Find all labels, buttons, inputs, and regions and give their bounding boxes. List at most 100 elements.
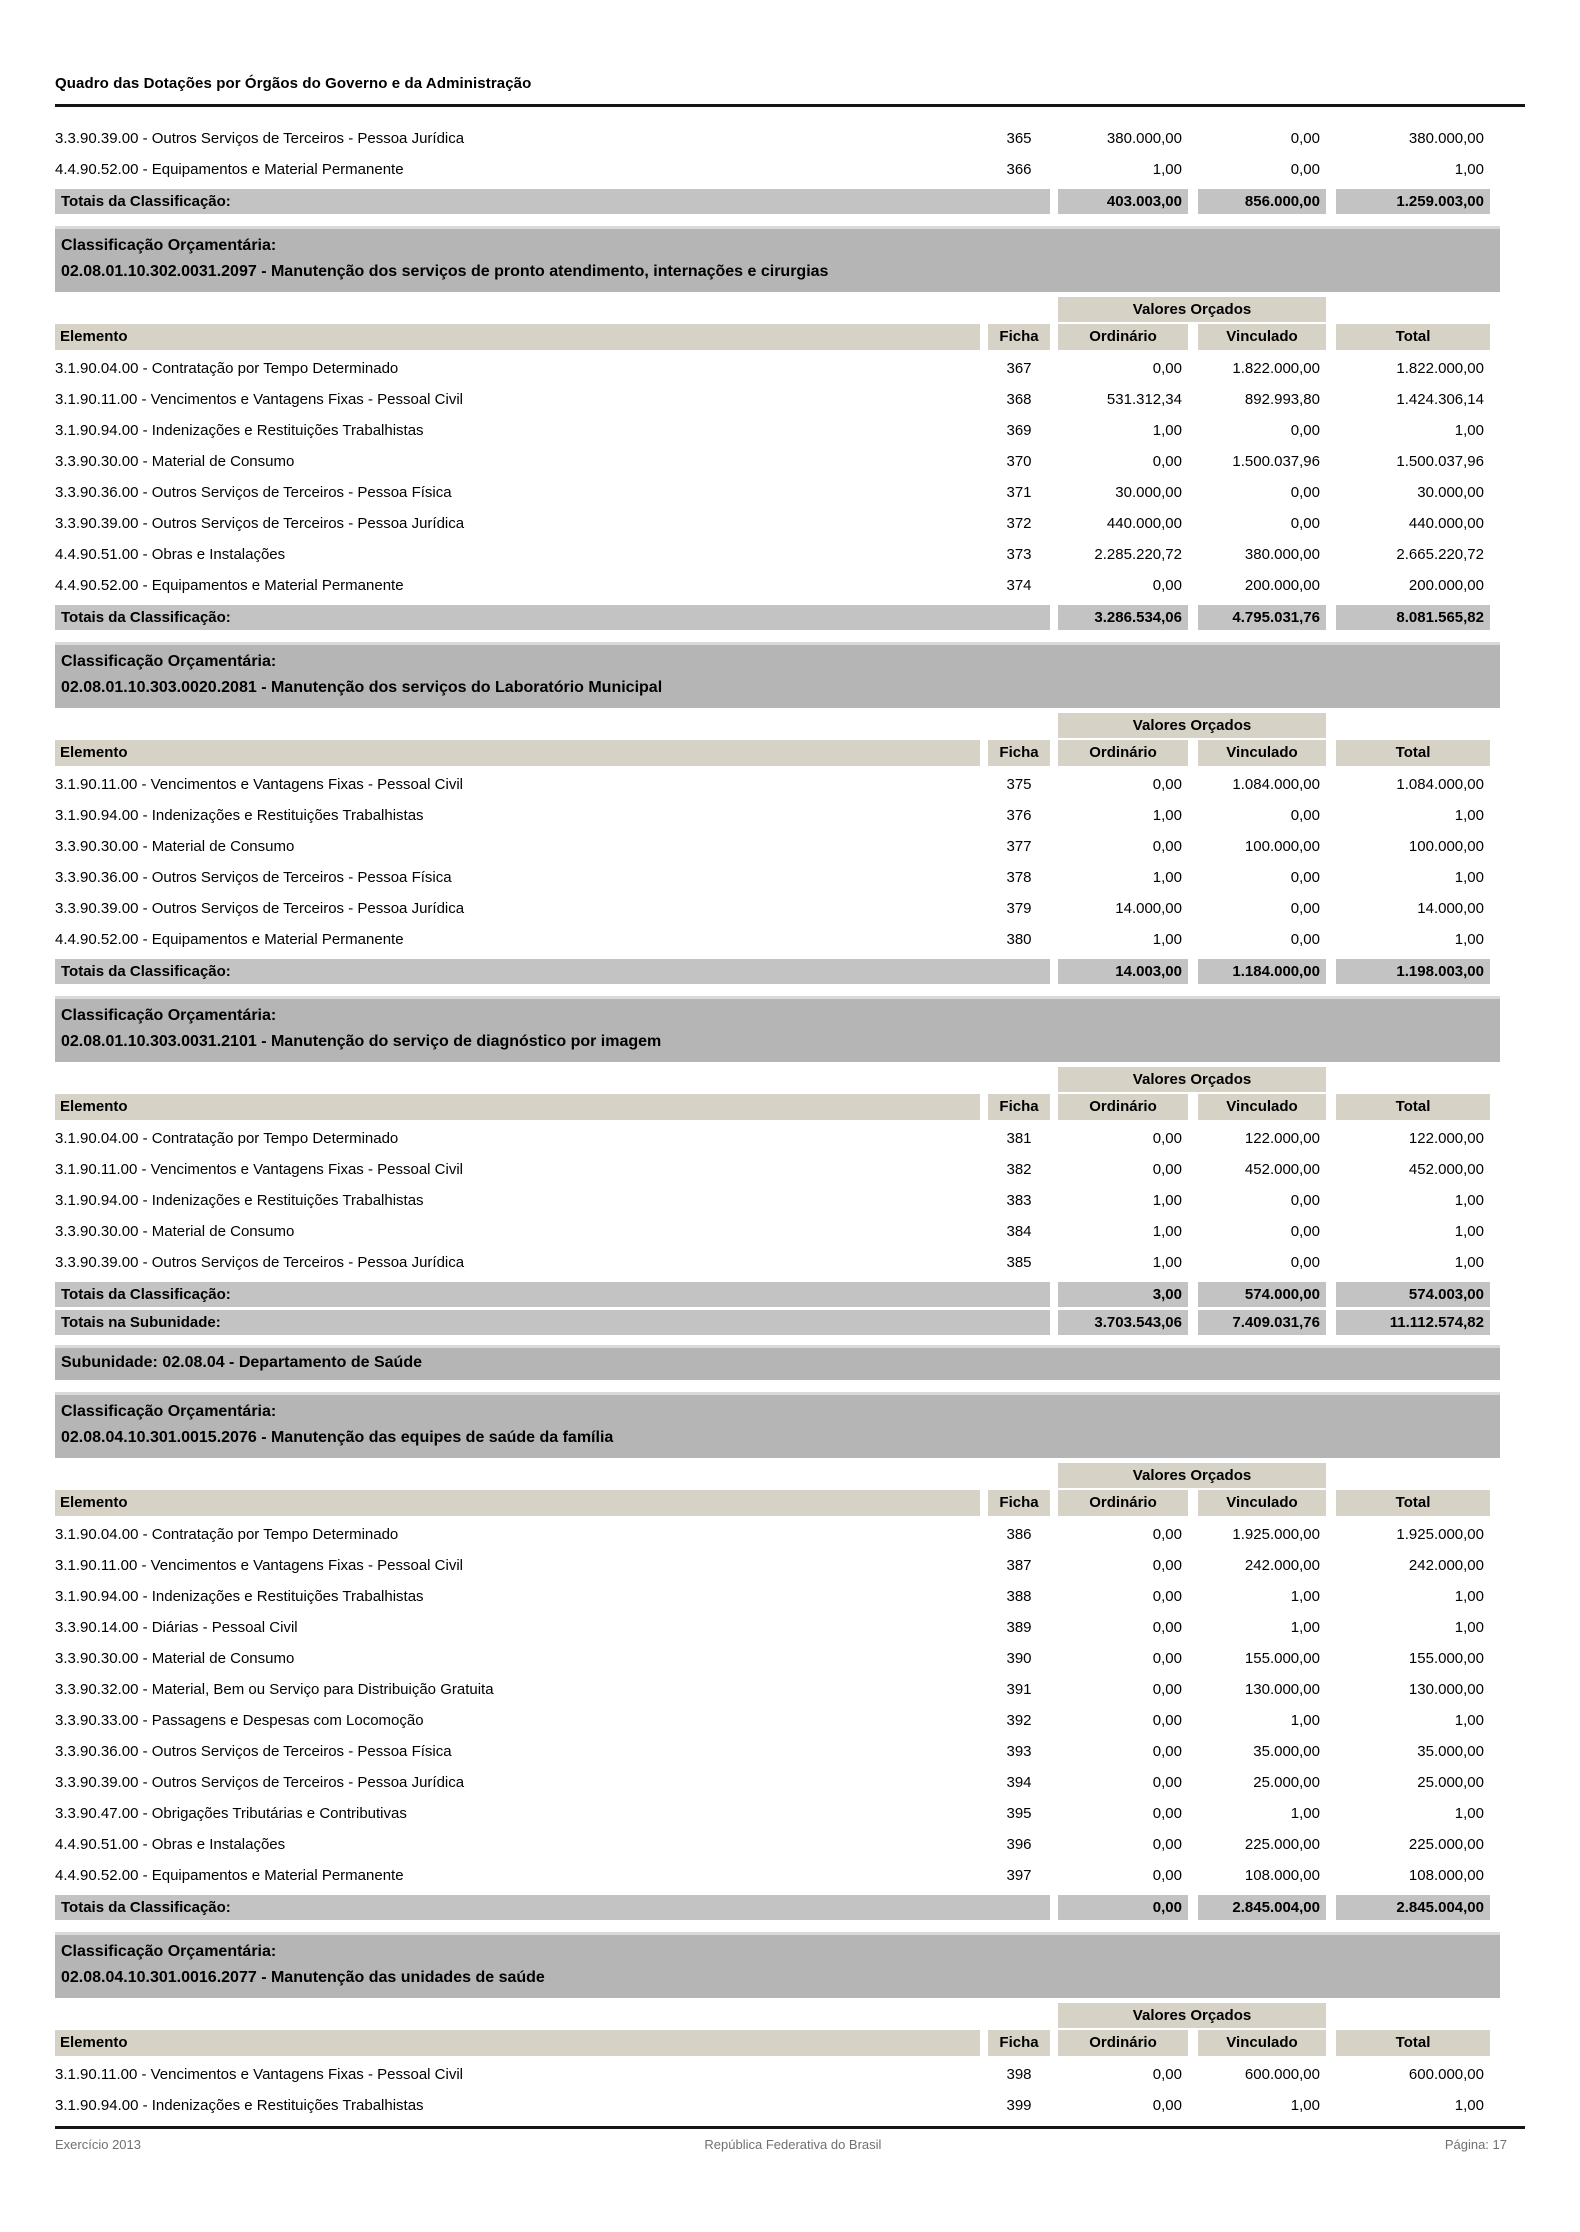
elemento-cell: 3.3.90.30.00 - Material de Consumo: [55, 838, 295, 855]
vinculado-cell: 1.925.000,00: [1232, 1526, 1320, 1543]
table-row: 3.3.90.30.00 - Material de Consumo 370 0,0…: [55, 446, 1490, 477]
ordinario-cell: 1,00: [1152, 161, 1182, 178]
ordinario-cell: 0,00: [1152, 1712, 1182, 1729]
footer-exercicio: Exercício 2013: [55, 2137, 141, 2152]
elemento-cell: 4.4.90.52.00 - Equipamentos e Material P…: [55, 161, 404, 178]
totals-row: Totais da Classificação: 3.286.534,06 4.79…: [55, 605, 1490, 630]
vinculado-cell: 1.500.037,96: [1232, 453, 1320, 470]
ficha-cell: 380: [1006, 931, 1032, 948]
table-row: 4.4.90.52.00 - Equipamentos e Material P…: [55, 154, 1490, 185]
total-cell: 1,00: [1454, 1588, 1484, 1605]
ordinario-cell: 30.000,00: [1115, 484, 1182, 501]
table-row: 3.1.90.94.00 - Indenizações e Restituiçõ…: [55, 2090, 1490, 2121]
page-footer: Exercício 2013 República Federativa do B…: [55, 2137, 1507, 2152]
table-row: 3.3.90.14.00 - Diárias - Pessoal Civil 38…: [55, 1612, 1490, 1643]
ordinario-cell: 1,00: [1152, 807, 1182, 824]
vinculado-cell: 25.000,00: [1253, 1774, 1320, 1791]
column-header-total: Total: [1336, 2030, 1490, 2056]
table-row: 3.1.90.11.00 - Vencimentos e Vantagens F…: [55, 1154, 1490, 1185]
column-header-ficha: Ficha: [988, 1490, 1050, 1516]
vinculado-cell: 200.000,00: [1244, 577, 1320, 594]
total-cell: 600.000,00: [1408, 2066, 1484, 2083]
total-cell: 100.000,00: [1408, 838, 1484, 855]
column-header-total: Total: [1336, 1094, 1490, 1120]
ficha-cell: 386: [1006, 1526, 1032, 1543]
ficha-cell: 397: [1006, 1867, 1032, 1884]
column-header-ficha: Ficha: [988, 740, 1050, 766]
total-cell: 1,00: [1454, 1805, 1484, 1822]
table-row: 3.3.90.39.00 - Outros Serviços de Tercei…: [55, 893, 1490, 924]
footer-republica: República Federativa do Brasil: [704, 2137, 882, 2152]
ficha-cell: 371: [1006, 484, 1032, 501]
classification-title: 02.08.04.10.301.0016.2077 - Manutenção d…: [61, 1969, 545, 1986]
column-header-total: Total: [1336, 1490, 1490, 1516]
valores-orcados-row: Valores Orçados: [55, 297, 1490, 322]
ordinario-cell: 0,00: [1152, 1161, 1182, 1178]
total-cell: 1,00: [1454, 161, 1484, 178]
column-header-row: Elemento Ficha Ordinário Vinculado Total: [55, 2030, 1490, 2056]
ordinario-cell: 0,00: [1152, 1557, 1182, 1574]
valores-orcados-row: Valores Orçados: [55, 1067, 1490, 1092]
ordinario-cell: 1,00: [1152, 422, 1182, 439]
totals-label: Totais da Classificação:: [55, 605, 1050, 630]
totals-row: Totais da Classificação: 403.003,00 856.00…: [55, 189, 1490, 214]
ficha-cell: 372: [1006, 515, 1032, 532]
header-rule: [55, 104, 1525, 107]
column-header-vinculado: Vinculado: [1198, 740, 1326, 766]
valores-orcados-header: Valores Orçados: [1058, 1067, 1326, 1092]
valores-orcados-row: Valores Orçados: [55, 2003, 1490, 2028]
valores-orcados-header: Valores Orçados: [1058, 713, 1326, 738]
elemento-cell: 3.3.90.39.00 - Outros Serviços de Tercei…: [55, 1774, 465, 1791]
totals-row: Totais da Classificação: 14.003,00 1.184.0…: [55, 959, 1490, 984]
table-row: 3.1.90.11.00 - Vencimentos e Vantagens F…: [55, 384, 1490, 415]
total-cell: 1.822.000,00: [1396, 360, 1484, 377]
total-cell: 108.000,00: [1408, 1867, 1484, 1884]
elemento-cell: 3.1.90.94.00 - Indenizações e Restituiçõ…: [55, 807, 424, 824]
total-cell: 25.000,00: [1417, 1774, 1484, 1791]
ficha-cell: 376: [1006, 807, 1032, 824]
column-header-vinculado: Vinculado: [1198, 324, 1326, 350]
totals-vinculado: 574.000,00: [1198, 1282, 1326, 1307]
totals-vinculado: 856.000,00: [1198, 189, 1326, 214]
table-row: 3.3.90.32.00 - Material, Bem ou Serviço …: [55, 1674, 1490, 1705]
vinculado-cell: 0,00: [1290, 161, 1320, 178]
elemento-cell: 3.3.90.47.00 - Obrigações Tributárias e …: [55, 1805, 407, 1822]
ficha-cell: 370: [1006, 453, 1032, 470]
vinculado-cell: 0,00: [1290, 515, 1320, 532]
ordinario-cell: 0,00: [1152, 1836, 1182, 1853]
elemento-cell: 3.3.90.33.00 - Passagens e Despesas com …: [55, 1712, 424, 1729]
column-header-row: Elemento Ficha Ordinário Vinculado Total: [55, 740, 1490, 766]
elemento-cell: 3.3.90.30.00 - Material de Consumo: [55, 453, 295, 470]
elemento-cell: 3.1.90.04.00 - Contratação por Tempo Det…: [55, 1130, 399, 1147]
valores-orcados-header: Valores Orçados: [1058, 2003, 1326, 2028]
ficha-cell: 368: [1006, 391, 1032, 408]
classification-header: Classificação Orçamentária: 02.08.01.10.3…: [55, 226, 1500, 292]
ficha-cell: 395: [1006, 1805, 1032, 1822]
ficha-cell: 393: [1006, 1743, 1032, 1760]
table-row: 3.1.90.11.00 - Vencimentos e Vantagens F…: [55, 1550, 1490, 1581]
column-header-ordinario: Ordinário: [1058, 1490, 1188, 1516]
totals-ordinario: 3,00: [1058, 1282, 1188, 1307]
ficha-cell: 392: [1006, 1712, 1032, 1729]
totals-ordinario: 3.703.543,06: [1058, 1310, 1188, 1335]
vinculado-cell: 0,00: [1290, 130, 1320, 147]
page-title: Quadro das Dotações por Órgãos do Govern…: [55, 75, 532, 92]
table-row: 4.4.90.52.00 - Equipamentos e Material P…: [55, 570, 1490, 601]
ficha-cell: 391: [1006, 1681, 1032, 1698]
table-row: 3.3.90.30.00 - Material de Consumo 384 1,0…: [55, 1216, 1490, 1247]
totals-row: Totais na Subunidade: 3.703.543,06 7.409.0…: [55, 1310, 1490, 1335]
ficha-cell: 387: [1006, 1557, 1032, 1574]
vinculado-cell: 225.000,00: [1244, 1836, 1320, 1853]
table-row: 3.1.90.04.00 - Contratação por Tempo Det…: [55, 353, 1490, 384]
table-row: 3.3.90.39.00 - Outros Serviços de Tercei…: [55, 1247, 1490, 1278]
vinculado-cell: 0,00: [1290, 807, 1320, 824]
ordinario-cell: 0,00: [1152, 360, 1182, 377]
classification-label: Classificação Orçamentária:: [61, 237, 277, 254]
total-cell: 452.000,00: [1408, 1161, 1484, 1178]
footer-pagina: Página: 17: [1444, 2137, 1507, 2152]
ficha-cell: 378: [1006, 869, 1032, 886]
vinculado-cell: 130.000,00: [1244, 1681, 1320, 1698]
vinculado-cell: 0,00: [1290, 1254, 1320, 1271]
elemento-cell: 3.1.90.04.00 - Contratação por Tempo Det…: [55, 360, 399, 377]
table-row: 4.4.90.51.00 - Obras e Instalações 396 0,0…: [55, 1829, 1490, 1860]
